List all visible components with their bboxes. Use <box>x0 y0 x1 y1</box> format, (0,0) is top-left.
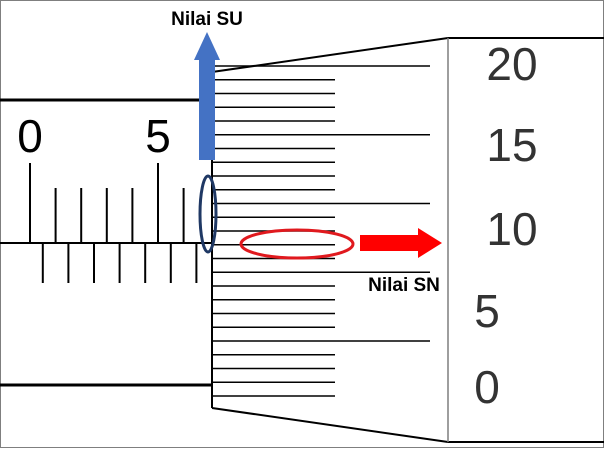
thimble-number-0: 0 <box>474 361 500 413</box>
sleeve-number-0: 0 <box>17 110 43 162</box>
thimble-number-15: 15 <box>486 119 537 171</box>
sleeve-number-5: 5 <box>145 110 171 162</box>
thimble-bottom-taper <box>211 407 449 443</box>
thimble-number-5: 5 <box>474 285 500 337</box>
sn-arrow-shaft <box>360 235 420 251</box>
sn-arrow-head-icon <box>418 228 442 258</box>
sleeve-ticks <box>29 163 198 283</box>
su-annotation: Nilai SU <box>171 9 243 254</box>
su-arrow-head-icon <box>194 32 220 60</box>
sn-ellipse-highlight <box>239 228 355 260</box>
su-arrow-shaft <box>199 60 215 160</box>
thimble-top-taper <box>211 37 449 73</box>
su-ellipse-highlight <box>198 174 218 254</box>
sn-label: Nilai SN <box>368 275 440 296</box>
thimble-number-20: 20 <box>486 38 537 90</box>
su-label: Nilai SU <box>171 9 243 30</box>
thimble: 20 15 10 5 0 <box>211 37 604 443</box>
thimble-ticks <box>212 65 430 397</box>
thimble-number-10: 10 <box>486 203 537 255</box>
sleeve: 0 5 <box>0 98 212 387</box>
sn-annotation: Nilai SN <box>239 228 442 296</box>
